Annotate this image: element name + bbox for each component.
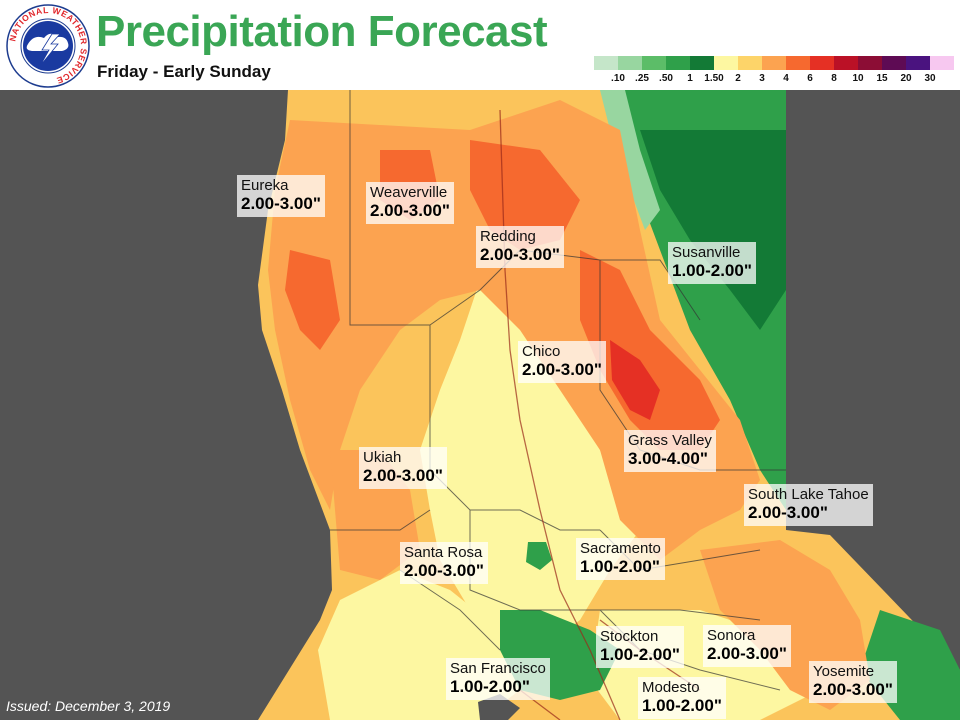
city-name: Chico bbox=[522, 343, 561, 360]
legend-label: .10 bbox=[611, 73, 625, 84]
city-name: Stockton bbox=[600, 628, 659, 645]
legend-swatch bbox=[858, 56, 882, 70]
city-name: Eureka bbox=[241, 177, 289, 194]
legend-swatch bbox=[642, 56, 666, 70]
city-label: Redding 2.00-3.00" bbox=[476, 226, 564, 268]
city-label: Susanville 1.00-2.00" bbox=[668, 242, 756, 284]
legend-label: 10 bbox=[852, 73, 864, 84]
legend-label: 1.50 bbox=[704, 73, 724, 84]
city-label: Sonora 2.00-3.00" bbox=[703, 625, 791, 667]
legend-swatch bbox=[690, 56, 714, 70]
legend-label: 6 bbox=[807, 73, 813, 84]
city-amount: 2.00-3.00" bbox=[813, 680, 893, 700]
city-name: Ukiah bbox=[363, 449, 402, 466]
legend-swatch bbox=[618, 56, 642, 70]
city-name: San Francisco bbox=[450, 660, 546, 677]
city-label: Grass Valley 3.00-4.00" bbox=[624, 430, 716, 472]
legend-label: 8 bbox=[831, 73, 837, 84]
city-label: South Lake Tahoe 2.00-3.00" bbox=[744, 484, 873, 526]
city-amount: 3.00-4.00" bbox=[628, 449, 708, 469]
city-label: Chico 2.00-3.00" bbox=[518, 341, 606, 383]
legend-labels: .10 .25 .50 1 1.50 2 3 4 6 8 10 15 20 30 bbox=[594, 73, 954, 89]
page-title: Precipitation Forecast bbox=[96, 7, 548, 56]
city-amount: 2.00-3.00" bbox=[363, 466, 443, 486]
legend-swatch bbox=[762, 56, 786, 70]
city-amount: 2.00-3.00" bbox=[241, 194, 321, 214]
legend-swatch bbox=[594, 56, 618, 70]
city-amount: 1.00-2.00" bbox=[642, 696, 722, 716]
city-amount: 2.00-3.00" bbox=[748, 503, 828, 523]
issued-date: Issued: December 3, 2019 bbox=[6, 698, 171, 714]
legend-label: .50 bbox=[659, 73, 673, 84]
legend-label: 15 bbox=[876, 73, 888, 84]
city-name: Weaverville bbox=[370, 184, 448, 201]
legend-swatch bbox=[810, 56, 834, 70]
precipitation-legend: .10 .25 .50 1 1.50 2 3 4 6 8 10 15 20 30 bbox=[594, 56, 954, 88]
city-label: Sacramento 1.00-2.00" bbox=[576, 538, 665, 580]
header: NATIONAL WEATHER SERVICE Precipitation F… bbox=[0, 0, 960, 90]
city-amount: 1.00-2.00" bbox=[600, 645, 680, 665]
city-label: Eureka 2.00-3.00" bbox=[237, 175, 325, 217]
city-label: Modesto 1.00-2.00" bbox=[638, 677, 726, 719]
city-amount: 2.00-3.00" bbox=[707, 644, 787, 664]
city-label: Santa Rosa 2.00-3.00" bbox=[400, 542, 488, 584]
legend-swatch bbox=[666, 56, 690, 70]
city-amount: 1.00-2.00" bbox=[580, 557, 660, 577]
city-label: Weaverville 2.00-3.00" bbox=[366, 182, 454, 224]
legend-swatch bbox=[714, 56, 738, 70]
city-name: Modesto bbox=[642, 679, 700, 696]
legend-swatch bbox=[882, 56, 906, 70]
legend-swatch bbox=[738, 56, 762, 70]
city-label: San Francisco 1.00-2.00" bbox=[446, 658, 550, 700]
city-name: Grass Valley bbox=[628, 432, 712, 449]
nws-logo: NATIONAL WEATHER SERVICE bbox=[6, 4, 90, 88]
precipitation-map bbox=[0, 90, 960, 720]
page-subtitle: Friday - Early Sunday bbox=[97, 62, 271, 81]
city-amount: 2.00-3.00" bbox=[404, 561, 484, 581]
city-name: Susanville bbox=[672, 244, 741, 261]
legend-label: .25 bbox=[635, 73, 649, 84]
city-amount: 2.00-3.00" bbox=[370, 201, 450, 221]
legend-label: 30 bbox=[924, 73, 936, 84]
city-amount: 2.00-3.00" bbox=[522, 360, 602, 380]
legend-color-bar bbox=[594, 56, 954, 70]
city-label: Ukiah 2.00-3.00" bbox=[359, 447, 447, 489]
city-name: Sonora bbox=[707, 627, 756, 644]
legend-swatch bbox=[786, 56, 810, 70]
city-name: Sacramento bbox=[580, 540, 661, 557]
city-amount: 1.00-2.00" bbox=[450, 677, 530, 697]
city-name: Redding bbox=[480, 228, 536, 245]
legend-swatch bbox=[930, 56, 954, 70]
city-amount: 2.00-3.00" bbox=[480, 245, 560, 265]
city-label: Stockton 1.00-2.00" bbox=[596, 626, 684, 668]
city-name: Santa Rosa bbox=[404, 544, 483, 561]
city-name: Yosemite bbox=[813, 663, 875, 680]
legend-label: 20 bbox=[900, 73, 912, 84]
city-name: South Lake Tahoe bbox=[748, 486, 869, 503]
city-amount: 1.00-2.00" bbox=[672, 261, 752, 281]
legend-label: 3 bbox=[759, 73, 765, 84]
legend-label: 4 bbox=[783, 73, 789, 84]
city-label: Yosemite 2.00-3.00" bbox=[809, 661, 897, 703]
legend-label: 1 bbox=[687, 73, 693, 84]
legend-swatch bbox=[834, 56, 858, 70]
legend-label: 2 bbox=[735, 73, 741, 84]
legend-swatch bbox=[906, 56, 930, 70]
